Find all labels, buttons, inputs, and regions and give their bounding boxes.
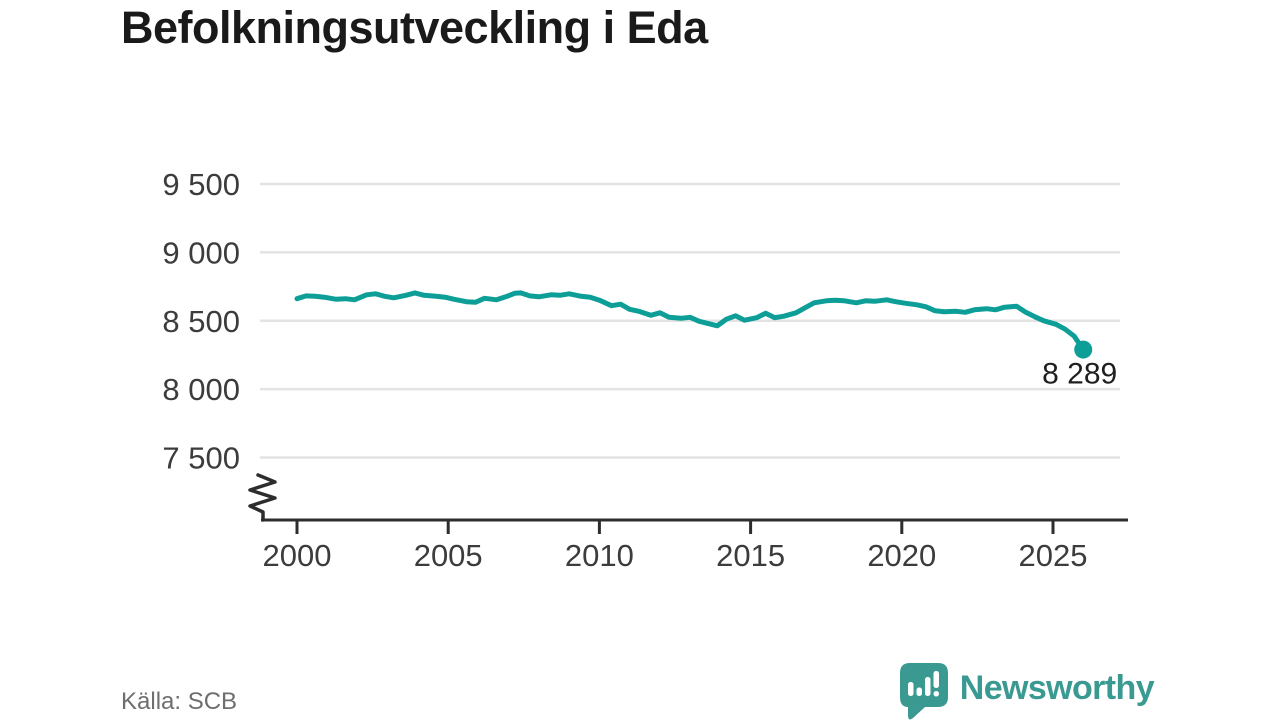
y-axis-tick-labels: 9 500 9 000 8 500 8 000 7 500 xyxy=(162,167,240,476)
x-tick-label: 2015 xyxy=(716,538,785,573)
y-tick-label: 8 000 xyxy=(162,372,240,407)
source-note: Källa: SCB xyxy=(121,688,238,715)
x-tick-label: 2020 xyxy=(867,538,936,573)
x-tick-label: 2000 xyxy=(263,538,332,573)
newsworthy-logo: Newsworthy xyxy=(899,663,1155,720)
y-tick-label: 9 000 xyxy=(162,235,240,270)
x-tick-label: 2010 xyxy=(565,538,634,573)
x-axis-tick-marks xyxy=(295,521,1055,534)
y-tick-label: 7 500 xyxy=(162,441,240,476)
y-tick-label: 8 500 xyxy=(162,304,240,339)
gridlines xyxy=(260,182,1120,459)
newsworthy-speech-bubble-bar-chart-icon xyxy=(899,663,948,720)
x-tick-label: 2025 xyxy=(1019,538,1088,573)
y-tick-label: 9 500 xyxy=(162,167,240,202)
newsworthy-wordmark: Newsworthy xyxy=(959,669,1155,707)
y-axis-break-icon xyxy=(248,473,277,522)
x-axis-tick-labels: 2000 2005 2010 2015 2020 2025 xyxy=(263,538,1088,573)
end-value-label: 8 289 xyxy=(1042,358,1117,391)
x-tick-label: 2005 xyxy=(414,538,483,573)
population-line-series xyxy=(294,290,1086,353)
page-title: Befolkningsutveckling i Eda xyxy=(121,2,708,53)
end-point-marker xyxy=(1074,340,1093,359)
